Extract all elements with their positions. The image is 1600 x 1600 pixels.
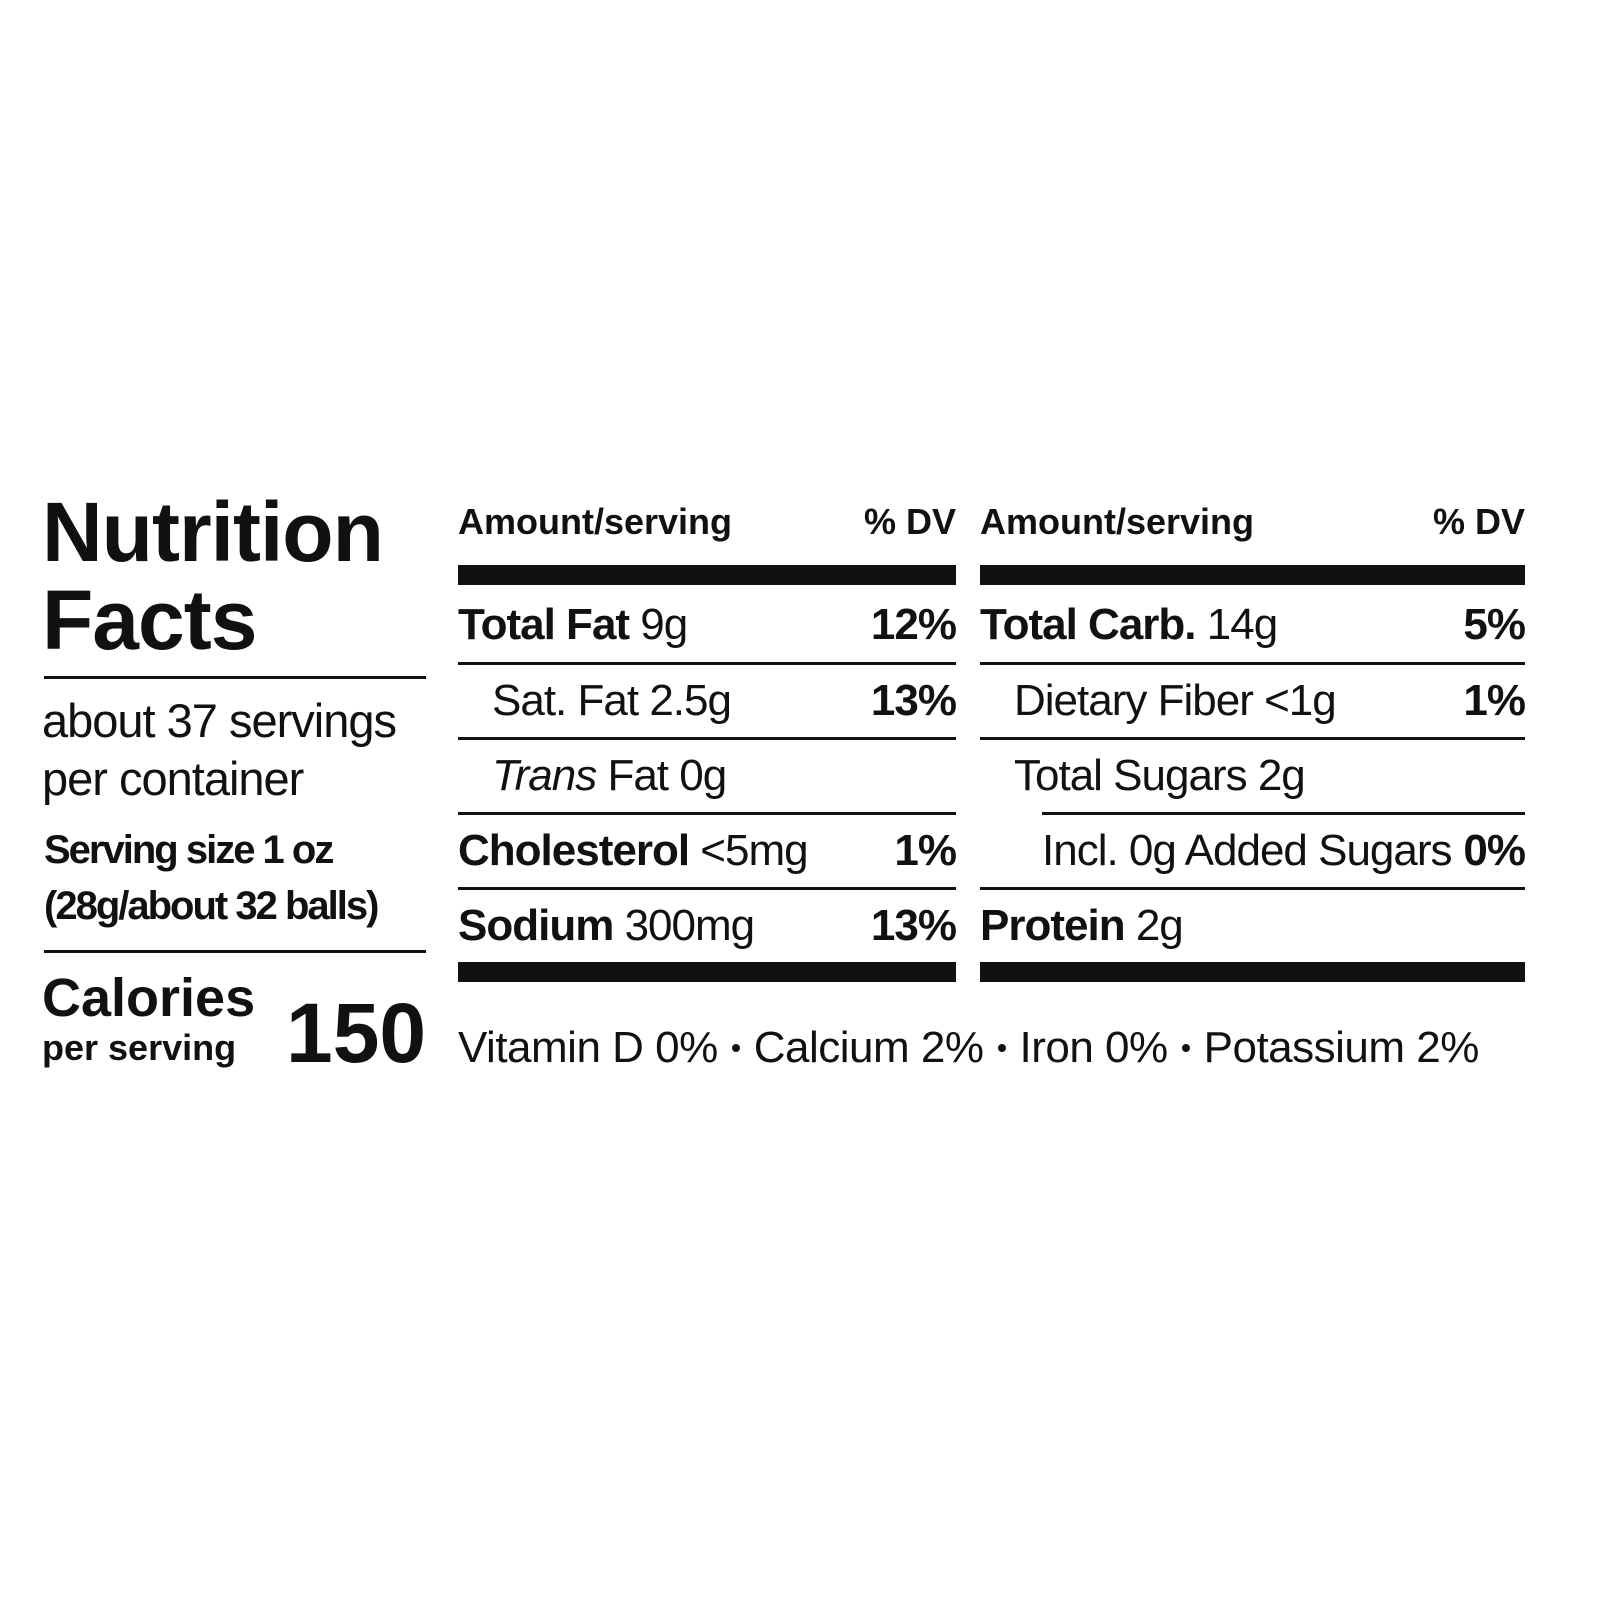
title: Nutrition Facts (42, 485, 384, 667)
nutrient-amount: 300mg (624, 901, 756, 950)
nutrient-name-italic: Trans (492, 751, 597, 800)
nutrient-label: Total Sugars 2g (1014, 751, 1306, 801)
column-header: Amount/serving % DV (458, 498, 956, 546)
nutrient-dv: 13% (870, 901, 957, 950)
thick-bar (980, 565, 1525, 585)
nutrient-name: Cholesterol (458, 826, 690, 875)
nutrient-amount: <5mg (700, 826, 808, 875)
nutrient-dv: 0% (1463, 826, 1526, 875)
nutrient-row: Total Fat 9g 12% (458, 587, 957, 662)
nutrient-column: Amount/serving % DV Total Fat 9g 12% Sat. Fa… (458, 498, 957, 982)
nutrient-row: Cholesterol <5mg 1% (458, 812, 957, 887)
nutrient-label: Sat. Fat 2.5g (492, 676, 732, 726)
nutrient-amount: 9g (640, 599, 688, 649)
nutrient-name: Fat (607, 751, 669, 800)
nutrient-amount: 0g (679, 751, 727, 800)
separator-dot (731, 1044, 740, 1052)
nutrient-row: Incl. 0g Added Sugars 0% (1042, 812, 1526, 887)
thick-bar (458, 565, 956, 585)
vitamin: Iron 0% (1019, 1023, 1169, 1072)
header-amount: Amount/serving (980, 501, 1255, 542)
nutrient-label: Dietary Fiber <1g (1014, 676, 1337, 726)
nutrient-dv: 5% (1463, 599, 1526, 649)
nutrient-row: Dietary Fiber <1g 1% (980, 662, 1526, 737)
nutrient-name: Total Sugars (1014, 751, 1248, 800)
serving-size: Serving size 1 oz (28g/about 32 balls) (44, 822, 379, 934)
serving-size-line: (28g/about 32 balls) (44, 884, 379, 928)
rule (44, 950, 426, 953)
thick-bar (458, 962, 956, 982)
separator-dot (1181, 1044, 1190, 1052)
nutrient-name: Protein (980, 901, 1126, 950)
nutrient-dv: 1% (1463, 676, 1526, 725)
header-dv: % DV (1432, 501, 1525, 542)
nutrient-label: Incl. 0g Added Sugars (1042, 826, 1453, 876)
nutrient-row: Sodium 300mg 13% (458, 887, 957, 962)
nutrient-name: Total Fat (458, 599, 630, 649)
nutrient-name: Dietary Fiber (1014, 676, 1254, 725)
nutrient-row: Total Sugars 2g (980, 737, 1525, 812)
calories-value: 150 (286, 986, 427, 1080)
calories-label: Calories (42, 968, 256, 1028)
calories-sublabel: per serving (42, 1027, 237, 1068)
nutrient-dv: 13% (870, 676, 957, 725)
nutrient-amount: 2.5g (649, 676, 732, 725)
header-amount: Amount/serving (458, 501, 733, 542)
rows: Total Carb. 14g 5% Dietary Fiber <1g 1% Tota… (980, 587, 1526, 962)
vitamin: Vitamin D 0% (458, 1023, 718, 1072)
nutrient-label: Cholesterol <5mg (458, 826, 809, 876)
nutrient-label: Protein 2g (980, 901, 1184, 951)
thick-bar (980, 962, 1525, 982)
nutrient-row: Trans Fat 0g (458, 737, 956, 812)
nutrient-name: Sat. Fat (492, 676, 639, 725)
separator-dot (997, 1044, 1006, 1052)
nutrient-row: Sat. Fat 2.5g 13% (458, 662, 957, 737)
servings: about 37 servings per container (42, 694, 397, 805)
nutrient-row: Protein 2g (980, 887, 1525, 962)
nutrient-amount: 2g (1257, 751, 1306, 800)
nutrient-row: Total Carb. 14g 5% (980, 587, 1526, 662)
nutrient-name: Sodium (458, 901, 614, 950)
nutrient-amount: 2g (1135, 901, 1184, 950)
rule (44, 676, 426, 679)
nutrient-dv: 12% (870, 599, 957, 649)
vitamins: Vitamin D 0% Calcium 2% Iron 0% Potassium 2… (458, 1020, 1479, 1076)
header-dv: % DV (863, 501, 956, 542)
vitamin: Calcium 2% (753, 1023, 984, 1072)
nutrient-dv: 1% (894, 826, 957, 875)
nutrient-amount: <1g (1264, 676, 1337, 725)
nutrient-name: Incl. 0g Added Sugars (1042, 826, 1453, 875)
serving-size-line: Serving size 1 oz (44, 828, 334, 872)
vitamin: Potassium 2% (1203, 1023, 1480, 1072)
rows: Total Fat 9g 12% Sat. Fat 2.5g 13% Trans Fat… (458, 587, 957, 962)
nutrient-name: Total Carb. (980, 599, 1197, 649)
nutrient-label: Sodium 300mg (458, 901, 756, 951)
nutrient-column: Amount/serving % DV Total Carb. 14g 5% Dieta… (980, 498, 1526, 982)
column-header: Amount/serving % DV (980, 498, 1525, 546)
nutrient-label: Total Carb. 14g (980, 599, 1278, 650)
nutrient-label: Total Fat 9g (458, 599, 688, 650)
nutrient-label: Trans Fat 0g (492, 751, 727, 801)
nutrient-amount: 14g (1206, 599, 1278, 649)
